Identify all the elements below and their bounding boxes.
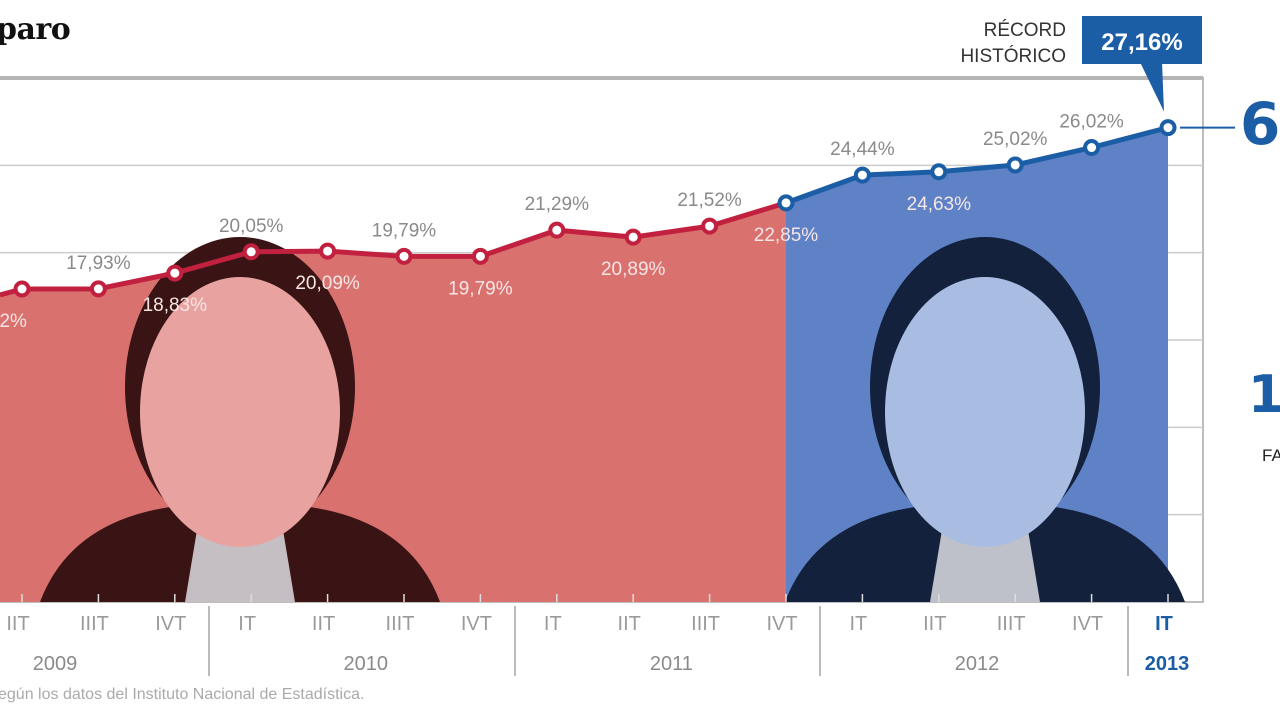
x-year-label: 2011 bbox=[650, 653, 693, 675]
record-label-line-2: HISTÓRICO bbox=[960, 46, 1066, 67]
data-label: 20,89% bbox=[601, 259, 666, 280]
x-quarter-label: IIT bbox=[6, 613, 29, 635]
callout-box bbox=[1082, 16, 1202, 64]
portrait-right bbox=[785, 237, 1185, 602]
portrait-face bbox=[140, 277, 340, 547]
x-quarter-label: IT bbox=[544, 613, 562, 635]
x-year-label: 2009 bbox=[33, 653, 78, 675]
x-quarter-label: IT bbox=[238, 613, 256, 635]
source-footnote: egún los datos del Instituto Nacional de… bbox=[0, 686, 365, 703]
x-quarter-label: IIIT bbox=[80, 613, 109, 635]
data-point bbox=[471, 247, 489, 265]
data-label: 19,79% bbox=[448, 278, 513, 299]
record-label: RÉCORD HISTÓRICO bbox=[960, 18, 1066, 70]
chart-title: paro bbox=[0, 12, 71, 47]
data-label: 24,44% bbox=[830, 139, 895, 160]
data-point bbox=[624, 228, 642, 246]
callout-pointer bbox=[1140, 62, 1164, 112]
data-label: 18,83% bbox=[143, 295, 208, 316]
data-label: 22,85% bbox=[754, 225, 819, 246]
callout-value: 27,16% bbox=[1101, 29, 1182, 56]
data-point bbox=[777, 194, 795, 212]
x-quarter-label: IT bbox=[1155, 613, 1173, 635]
x-quarter-label: IIIT bbox=[691, 613, 720, 635]
data-point bbox=[89, 280, 107, 298]
data-label: 24,63% bbox=[907, 194, 972, 215]
x-quarter-label: IT bbox=[850, 613, 868, 635]
data-label: 7,92% bbox=[0, 311, 27, 332]
data-point bbox=[853, 166, 871, 184]
data-point bbox=[13, 280, 31, 298]
data-point bbox=[319, 242, 337, 260]
x-quarter-label: IVT bbox=[461, 613, 492, 635]
x-year-label: 2012 bbox=[955, 653, 1000, 675]
x-year-label: 2013 bbox=[1145, 653, 1190, 675]
portrait-left bbox=[40, 237, 440, 602]
side-big-number-2: 1 bbox=[1248, 365, 1280, 425]
data-label: 25,02% bbox=[983, 129, 1048, 150]
data-label: 17,93% bbox=[66, 253, 131, 274]
x-quarter-label: IIT bbox=[923, 613, 946, 635]
data-point bbox=[701, 217, 719, 235]
series-line-segment bbox=[785, 125, 1169, 206]
data-label: 26,02% bbox=[1059, 112, 1124, 133]
data-label: 20,05% bbox=[219, 216, 284, 237]
x-quarter-label: IVT bbox=[1072, 613, 1103, 635]
data-label: 20,09% bbox=[295, 273, 360, 294]
data-label: 21,29% bbox=[525, 194, 590, 215]
data-point bbox=[1083, 139, 1101, 157]
data-point bbox=[548, 221, 566, 239]
x-quarter-label: IVT bbox=[766, 613, 797, 635]
side-big-number-1: 6 bbox=[1240, 90, 1280, 158]
data-point bbox=[1006, 156, 1024, 174]
data-point bbox=[166, 264, 184, 282]
data-label: 19,79% bbox=[372, 220, 437, 241]
data-point bbox=[395, 247, 413, 265]
x-quarter-label: IIT bbox=[618, 613, 641, 635]
data-label: 21,52% bbox=[677, 190, 742, 211]
record-label-line-1: RÉCORD bbox=[983, 20, 1066, 41]
x-year-label: 2010 bbox=[344, 653, 389, 675]
x-quarter-label: IIT bbox=[312, 613, 335, 635]
x-quarter-label: IIIT bbox=[386, 613, 415, 635]
data-point bbox=[242, 243, 260, 261]
data-point bbox=[930, 163, 948, 181]
data-point bbox=[1159, 119, 1177, 137]
portrait-face bbox=[885, 277, 1085, 547]
series-line-segment bbox=[0, 200, 787, 298]
x-quarter-label: IIIT bbox=[997, 613, 1026, 635]
x-quarter-label: IVT bbox=[155, 613, 186, 635]
side-small-text: FA bbox=[1262, 446, 1280, 465]
